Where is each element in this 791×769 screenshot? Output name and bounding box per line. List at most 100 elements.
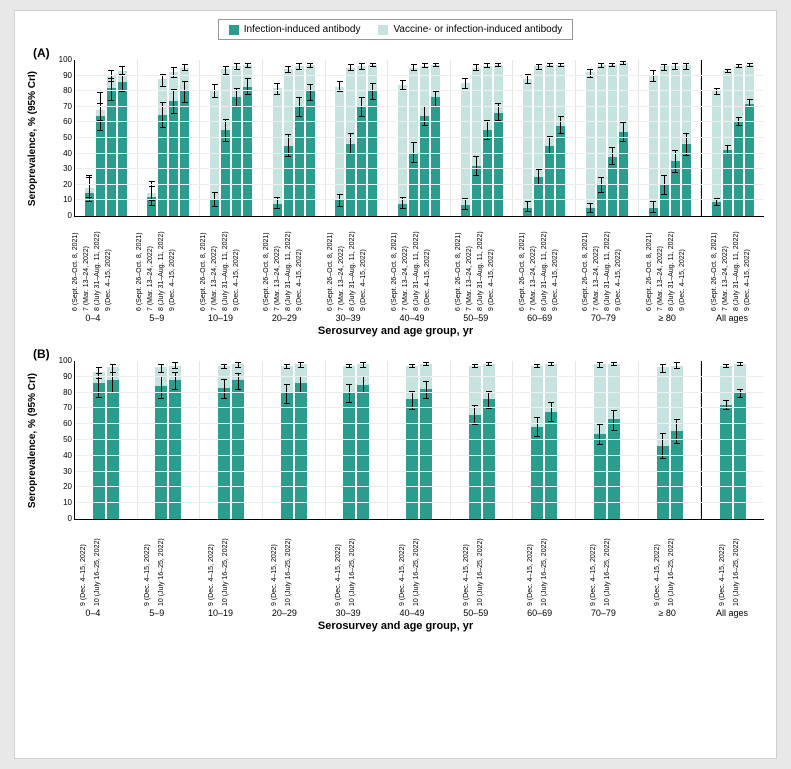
ytick: 20 [63,483,72,491]
bar [671,60,680,216]
seg-infection [357,385,369,519]
panel-a-label: (A) [33,46,764,60]
seg-infection [118,82,127,216]
ytick: 90 [63,373,72,381]
seg-infection [469,415,481,519]
group-label: 40–49 [399,608,424,618]
seg-vaccine-or-infection [523,79,532,208]
group-label: 20–29 [272,313,297,323]
bar [720,361,732,519]
panel-b: (B) Seroprevalence, % (95% CrI) 01020304… [27,345,764,632]
ytick: 30 [63,165,72,173]
bar-label: 8 (July 31–Aug. 11, 2022) [413,219,422,311]
xgroup: 9 (Dec. 4–15, 2022)10 (July 16–25, 2022)… [61,520,125,618]
group-label: 0–4 [85,608,100,618]
bar-label: 8 (July 31–Aug. 11, 2022) [541,219,550,311]
errorbar-infection [160,377,162,399]
ytick: 100 [59,357,72,365]
bar [586,60,595,216]
bar-label: 7 (Mar. 13–24, 2022) [147,219,156,311]
xgroup: 9 (Dec. 4–15, 2022)10 (July 16–25, 2022)… [316,520,380,618]
bar [723,60,732,216]
age-group [200,361,263,519]
group-label: 70–79 [591,608,616,618]
bar-label: 7 (Mar. 13–24, 2022) [83,219,92,311]
errorbar-total [112,364,114,372]
ytick: 50 [63,436,72,444]
bar-label: 6 (Sept. 26–Oct. 8, 2021) [72,219,81,311]
bar [483,361,495,519]
yaxis-title: Seroprevalence, % (95% CrI) [27,71,38,206]
seg-vaccine-or-infection [608,65,617,157]
seg-infection [158,115,167,216]
bar [608,361,620,519]
bar [745,60,754,216]
age-group [326,60,389,216]
bar [335,60,344,216]
bar [545,60,554,216]
seg-vaccine-or-infection [671,66,680,161]
errorbar-infection [309,85,311,101]
bar [306,60,315,216]
errorbar-total [424,63,426,68]
errorbar-infection [424,107,426,126]
errorbar-total [425,363,427,366]
errorbar-total [613,363,615,366]
bar-label: 7 (Mar. 13–24, 2022) [466,219,475,311]
bar-label: 6 (Sept. 26–Oct. 8, 2021) [711,219,720,311]
xaxis-b: 9 (Dec. 4–15, 2022) 10 (July 16–25, 2022)… [61,520,764,618]
errorbar-total [475,65,477,71]
errorbar-infection [348,385,350,402]
group-label: 50–59 [463,608,488,618]
bar [649,60,658,216]
age-group [701,361,764,519]
age-group [388,60,451,216]
errorbar-total [599,363,601,368]
bar-label: 9 (Dec. 4–15, 2022) [527,522,539,606]
xgroup: 6 (Sept. 26–Oct. 8, 2021)7 (Mar. 13–24, … [189,217,253,323]
bar-label: 10 (July 16–25, 2022) [733,522,745,606]
xgroup: 9 (Dec. 4–15, 2022)10 (July 16–25, 2022)… [189,520,253,618]
ytick: 80 [63,389,72,397]
errorbar-total [550,363,552,366]
bar-label: 7 (Mar. 13–24, 2022) [211,219,220,311]
errorbar-total [162,74,164,86]
bar [96,60,105,216]
errorbar-total [174,363,176,369]
bar [472,60,481,216]
bar [657,361,669,519]
bar-label: 7 (Mar. 13–24, 2022) [593,219,602,311]
group-label: 5–9 [149,313,164,323]
errorbar-infection [425,382,427,399]
seg-vaccine-or-infection [649,76,658,209]
bar-label: 10 (July 16–25, 2022) [668,522,680,606]
bar [406,361,418,519]
legend-item-vaccine-or-infection: Vaccine- or infection-induced antibody [378,24,562,35]
xgroup: 9 (Dec. 4–15, 2022)10 (July 16–25, 2022)… [572,520,636,618]
bar-label: 6 (Sept. 26–Oct. 8, 2021) [391,219,400,311]
bar [368,60,377,216]
seg-infection [671,431,683,519]
bar-label: 10 (July 16–25, 2022) [285,522,297,606]
bar [107,361,119,519]
seg-infection [494,113,503,216]
group-label: All ages [716,313,748,323]
errorbar-total [372,63,374,66]
bar [93,361,105,519]
bar-label: 9 (Dec. 4–15, 2022) [463,522,475,606]
seg-infection [232,380,244,519]
seg-infection [96,116,105,216]
bar [243,60,252,216]
errorbar-infection [361,97,363,116]
errorbar-total [611,63,613,66]
bar-label: 7 (Mar. 13–24, 2022) [722,219,731,311]
bar [597,60,606,216]
seg-vaccine-or-infection [461,83,470,205]
seg-infection [608,157,617,216]
bar-label: 9 (Dec. 4–15, 2022) [744,219,753,311]
age-group [138,60,201,216]
errorbar-total [286,364,288,369]
errorbar-total [361,63,363,69]
ytick: 10 [63,196,72,204]
bar-label: 6 (Sept. 26–Oct. 8, 2021) [136,219,145,311]
